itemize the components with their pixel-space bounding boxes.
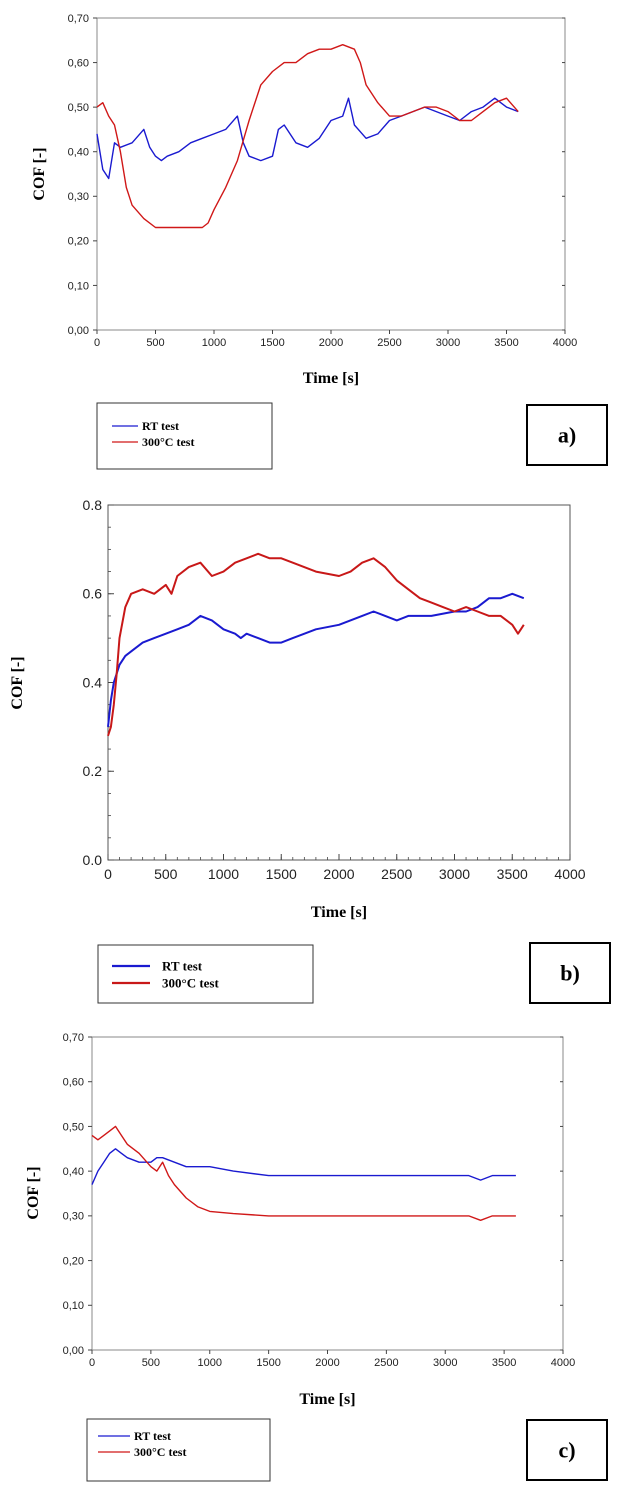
panel-label: c) (558, 1438, 575, 1463)
legend: RT test 300°C test (86, 1418, 271, 1482)
x-tick-label: 1500 (266, 866, 297, 882)
x-tick-label: 3000 (439, 866, 470, 882)
x-tick-label: 0 (94, 337, 100, 349)
y-tick-label: 0,30 (68, 191, 89, 203)
y-tick-label: 0.6 (83, 586, 103, 602)
panel-label-box (526, 404, 608, 466)
x-tick-label: 4000 (551, 1357, 575, 1369)
x-tick-label: 2000 (319, 337, 343, 349)
legend-label: RT test (134, 1429, 171, 1443)
series-line-rt (107, 592, 525, 728)
plot-frame (96, 17, 566, 331)
x-tick-label: 3000 (436, 337, 460, 349)
x-tick-label: 3500 (497, 866, 528, 882)
x-tick-label: 1500 (256, 1357, 280, 1369)
chart-panel-2: 0 500 1000 1500 2000 2500 3000 3500 4000 0.0 0.2 0.… (9, 497, 611, 1004)
series-line-rt (96, 97, 519, 180)
x-tick-label: 1000 (198, 1357, 222, 1369)
x-tick-label: 500 (146, 337, 164, 349)
legend: RT test 300°C test (96, 402, 273, 470)
x-tick-label: 1000 (208, 866, 239, 882)
legend-label: 300°C test (134, 1445, 186, 1459)
panel-label: a) (558, 423, 576, 448)
x-tick-label: 3500 (494, 337, 518, 349)
legend-label: 300°C test (162, 976, 219, 991)
chart-panel-1: 0 500 1000 1500 2000 2500 3000 3500 4000 0,00 0,10… (31, 13, 608, 470)
legend-box (96, 402, 273, 470)
y-tick-label: 0,50 (63, 1121, 84, 1133)
y-tick-label: 0,30 (63, 1211, 84, 1223)
panel-label: b) (560, 961, 580, 986)
legend-box (86, 1418, 271, 1482)
legend-label: RT test (142, 419, 179, 433)
legend-box (97, 944, 314, 1004)
x-tick-label: 2500 (377, 337, 401, 349)
x-tick-label: 2000 (315, 1357, 339, 1369)
x-axis-label: Time [s] (299, 1391, 355, 1408)
y-tick-label: 0,70 (63, 1032, 84, 1044)
x-tick-label: 2500 (381, 866, 412, 882)
y-tick-label: 0,20 (63, 1255, 84, 1267)
y-tick-label: 0,50 (68, 102, 89, 114)
x-tick-label: 3500 (492, 1357, 516, 1369)
y-tick-label: 0.4 (83, 674, 103, 690)
series-line-300c (107, 552, 525, 737)
y-axis-label: COF [-] (9, 656, 26, 709)
chart-panel-3: 0 500 1000 1500 2000 2500 3000 3500 4000 0,00 0,10… (25, 1032, 608, 1482)
plot-frame (91, 1036, 564, 1351)
y-tick-label: 0,00 (68, 325, 89, 337)
x-axis-label: Time [s] (303, 370, 359, 387)
x-tick-label: 2000 (323, 866, 354, 882)
x-tick-label: 1500 (260, 337, 284, 349)
x-tick-label: 1000 (202, 337, 226, 349)
series-line-300c (96, 44, 519, 229)
x-tick-label: 2500 (374, 1357, 398, 1369)
y-tick-label: 0.2 (83, 763, 103, 779)
x-tick-label: 4000 (554, 866, 585, 882)
y-tick-label: 0,40 (63, 1166, 84, 1178)
legend-label: 300°C test (142, 435, 194, 449)
y-tick-label: 0.8 (83, 497, 103, 513)
x-tick-label: 500 (154, 866, 178, 882)
plot-frame (107, 504, 571, 861)
x-tick-label: 3000 (433, 1357, 457, 1369)
panel-label-box (526, 1419, 608, 1481)
x-tick-label: 4000 (553, 337, 577, 349)
y-tick-label: 0,40 (68, 147, 89, 159)
y-tick-label: 0,10 (68, 280, 89, 292)
y-tick-label: 0,10 (63, 1300, 84, 1312)
legend: RT test 300°C test (97, 944, 314, 1004)
x-axis-label: Time [s] (311, 904, 367, 921)
y-axis-label: COF [-] (31, 147, 48, 200)
y-axis-label: COF [-] (25, 1166, 42, 1219)
y-tick-label: 0,60 (63, 1077, 84, 1089)
panel-label-box (529, 942, 611, 1004)
legend-label: RT test (162, 959, 203, 974)
y-tick-label: 0,70 (68, 13, 89, 25)
y-tick-label: 0,20 (68, 236, 89, 248)
series-line-300c (91, 1125, 516, 1222)
series-line-rt (91, 1148, 516, 1185)
x-tick-label: 0 (104, 866, 112, 882)
x-tick-label: 0 (89, 1357, 95, 1369)
y-tick-label: 0.0 (83, 852, 103, 868)
y-tick-label: 0,60 (68, 57, 89, 69)
x-tick-label: 500 (142, 1357, 160, 1369)
y-tick-label: 0,00 (63, 1345, 84, 1357)
